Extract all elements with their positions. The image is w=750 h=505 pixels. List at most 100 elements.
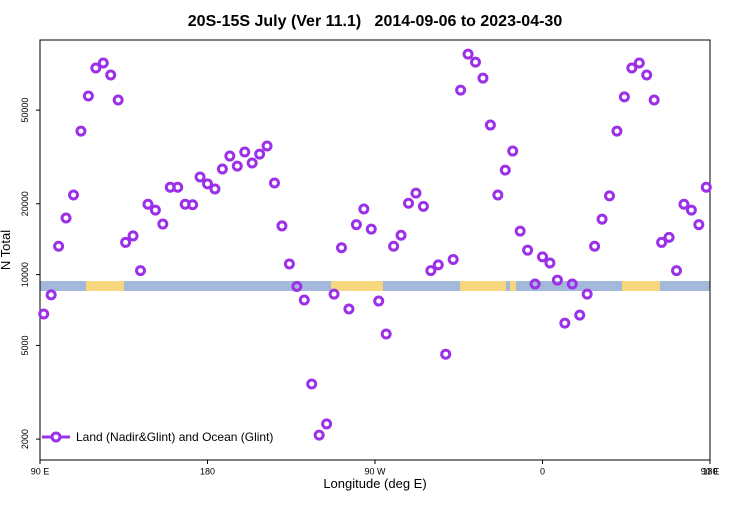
point [618,91,630,103]
point [388,240,400,252]
land-band [510,281,516,291]
point [127,230,139,242]
point [328,288,340,300]
point [239,146,251,158]
point [38,308,50,320]
point [633,57,645,69]
point [306,378,318,390]
point [313,429,325,441]
point [336,242,347,254]
point [112,94,124,106]
point [403,197,414,209]
point [298,294,310,306]
point [157,218,169,230]
point [358,203,370,215]
point [477,72,489,84]
point [537,251,548,263]
x-tick-label: 0 [540,466,545,476]
chart-title: 20S-15S July (Ver 11.1) 2014-09-06 to 20… [188,13,563,30]
point [373,295,385,307]
point [283,258,295,270]
point [499,164,511,176]
point [611,125,623,137]
point [566,278,578,290]
legend: Land (Nadir&Glint) and Ocean (Glint) [42,430,273,444]
land-band [86,281,124,291]
point [551,274,563,286]
point [589,240,601,252]
point [432,259,444,271]
point [522,244,534,256]
point [90,62,102,74]
point [291,281,303,293]
point [269,177,280,189]
point [261,140,273,152]
x-tick-label: 90 W [364,466,386,476]
point [246,157,258,169]
land-band [460,281,506,291]
legend-label: Land (Nadir&Glint) and Ocean (Glint) [76,430,273,444]
y-axis-label: N Total [0,230,13,270]
point [626,62,638,74]
point [135,265,146,277]
point [209,183,221,195]
point [216,163,228,175]
point [276,220,288,232]
point [484,119,496,131]
point [68,189,79,201]
point [544,257,556,269]
point [693,219,705,231]
y-tick-label: 2000 [20,429,30,449]
x-tick-label: 180 [702,466,717,476]
point [574,309,586,321]
point [321,418,333,430]
point [663,231,675,243]
point [507,145,519,157]
point [149,204,161,216]
point [440,348,452,360]
legend-marker [50,431,62,443]
point [224,150,236,162]
point [75,125,87,137]
y-tick-label: 50000 [20,98,30,123]
x-tick-label: 90 E [701,466,720,476]
y-tick-label: 20000 [20,191,30,216]
point [142,198,154,210]
point [202,178,213,190]
point [671,265,682,277]
x-tick-label: 180 [200,466,215,476]
point [350,219,362,231]
point [648,94,660,106]
point [380,328,392,340]
point [82,90,94,102]
land-band [622,281,660,291]
point [425,265,437,277]
point [656,236,668,248]
point [417,200,429,212]
point [559,317,571,329]
point [462,48,474,60]
point [187,199,199,211]
point [641,69,653,81]
point [604,190,615,202]
land-band [331,281,383,291]
point [447,253,459,265]
y-tick-label: 5000 [20,335,30,355]
point [596,213,608,225]
point [700,181,712,193]
point [231,160,243,172]
point [120,236,132,248]
point [470,56,481,68]
point [395,229,407,241]
point [105,69,117,81]
point [343,303,355,315]
point [455,84,467,96]
point [194,171,206,183]
point [97,57,109,69]
point [410,187,422,199]
point [53,240,65,252]
x-axis-label: Longitude (deg E) [323,476,426,491]
y-tick-label: 10000 [20,262,30,287]
